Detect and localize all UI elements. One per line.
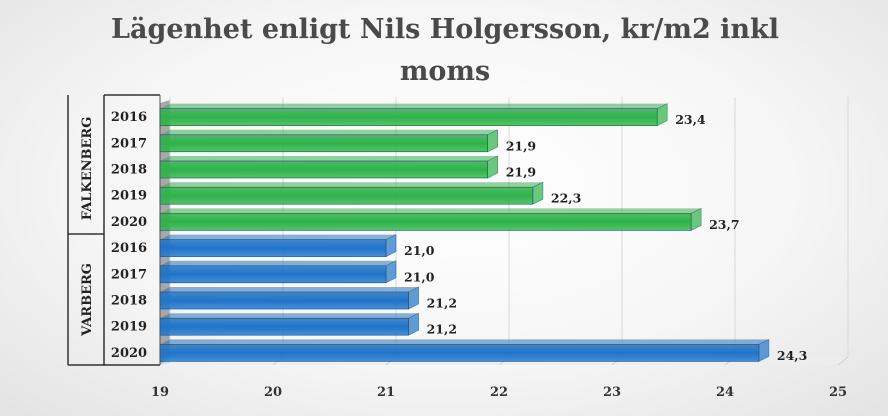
category-label: 2018 [111,294,147,309]
data-label: 23,7 [709,217,739,232]
data-label: 22,3 [551,191,581,206]
group-label: VARBERG [80,263,95,337]
group-label: FALKENBERG [80,117,95,221]
category-label: 2020 [111,215,147,230]
bar-top-face [160,156,498,161]
bar-top-face [160,339,769,345]
x-axis-tick-label: 22 [490,385,508,400]
x-axis-tick-label: 21 [377,385,395,400]
x-axis-tick-label: 20 [264,385,282,400]
bar [159,265,387,284]
bar-top-face [160,208,702,214]
data-label: 21,9 [506,138,536,153]
category-label: 2019 [111,320,147,335]
bar [159,160,489,179]
bar [159,317,409,336]
bar [159,134,489,153]
bar [159,108,658,126]
chart-title-line-1: Lägenhet enligt Nils Holgersson, kr/m2 i… [110,14,779,45]
bar-top-face [160,260,396,266]
x-axis-tick-label: 19 [151,385,169,400]
bar-top-face [160,182,543,188]
data-label: 21,2 [427,296,457,311]
bar [159,291,409,310]
category-label: 2016 [111,110,147,125]
bar-top-face [160,313,419,319]
data-label: 21,0 [404,243,435,258]
x-axis-tick-label: 25 [829,385,847,400]
x-axis-tick-label: 24 [716,385,734,400]
bar [159,239,387,257]
bar-top-face [160,103,668,109]
category-label: 2019 [111,189,147,204]
category-label: 2020 [111,346,147,361]
bar-top-face [160,287,419,292]
category-label: 2017 [111,136,147,151]
category-label: 2016 [111,241,147,256]
data-label: 21,9 [506,165,536,180]
data-label: 24,3 [777,348,807,363]
data-label: 21,2 [427,322,457,337]
chart-title-line-2: moms [399,56,491,87]
bar [159,213,692,231]
x-axis-tick-label: 23 [603,385,621,400]
data-label: 21,0 [404,269,435,284]
data-label: 23,4 [675,112,706,127]
gridline-floor [837,356,849,366]
bar [159,344,760,362]
category-label: 2017 [111,267,147,282]
bar [159,186,534,205]
bar-top-face [160,129,498,135]
category-label: 2018 [111,163,147,178]
bar-top-face [160,234,396,240]
